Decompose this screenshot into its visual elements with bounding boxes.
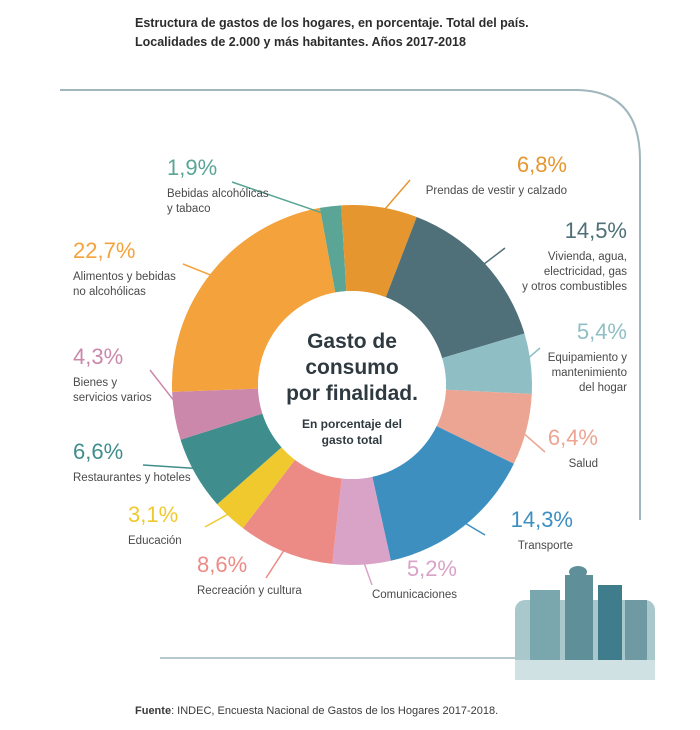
slice-category-label-6-1: Transporte: [518, 540, 573, 552]
slice-10: [180, 413, 282, 505]
leader-line-10: [142, 464, 205, 470]
slice-value-label-6: 14,3%: [511, 507, 573, 532]
slice-category-label-5-1: Salud: [569, 458, 598, 470]
slice-category-label-11-1: Bienes y: [73, 377, 117, 389]
leader-line-12: [182, 263, 220, 280]
leader-line-7: [360, 554, 373, 586]
slice-category-label-4-2: mantenimiento: [552, 367, 627, 379]
slice-category-label-8-1: Recreación y cultura: [197, 585, 302, 597]
slice-value-label-5: 6,4%: [548, 425, 598, 450]
slice-9: [217, 447, 296, 529]
slice-5: [436, 389, 532, 464]
slice-category-label-11-2: servicios varios: [73, 392, 152, 404]
slice-12: [172, 207, 336, 392]
center-line-3: por finalidad.: [286, 382, 418, 405]
slice-8: [242, 459, 342, 564]
donut-hole: [258, 291, 446, 479]
center-sub-2: gasto total: [322, 433, 383, 447]
title-line-1: Estructura de gastos de los hogares, en …: [135, 16, 529, 30]
slice-category-label-3-1: Vivienda, agua,: [548, 251, 627, 263]
slice-value-label-12: 22,7%: [73, 238, 135, 263]
slice-category-label-3-2: electricidad, gas: [544, 266, 627, 278]
slice-category-label-12-1: Alimentos y bebidas: [73, 271, 176, 283]
slice-11: [172, 388, 263, 440]
leader-line-11: [149, 369, 186, 415]
leader-line-2: [377, 179, 411, 218]
center-line-2: consumo: [305, 356, 398, 379]
leader-line-6: [456, 517, 486, 536]
leader-line-4: [520, 347, 541, 366]
slice-value-label-8: 8,6%: [197, 552, 247, 577]
leader-line-8: [265, 542, 290, 579]
leader-line-3: [476, 247, 506, 271]
leader-line-9: [204, 508, 237, 528]
slice-value-label-3: 14,5%: [565, 218, 627, 243]
source-note: Fuente: INDEC, Encuesta Nacional de Gast…: [135, 705, 498, 717]
slice-1: [319, 205, 347, 293]
donut-chart: 1,9% Bebidas alcohólicas y tabaco 6,8% Prend…: [30, 89, 655, 680]
city-ground: [515, 660, 655, 680]
source-label: Fuente: [135, 705, 172, 717]
slice-7: [332, 476, 391, 566]
source-text: : INDEC, Encuesta Nacional de Gastos de …: [171, 705, 499, 717]
title-line-2: Localidades de 2.000 y más habitantes. A…: [135, 35, 466, 49]
slice-category-label-2-1: Prendas de vestir y calzado: [426, 185, 567, 197]
labels-group: 1,9% Bebidas alcohólicas y tabaco 6,8% Prend…: [73, 152, 627, 601]
slices-group: [172, 205, 532, 566]
slice-value-label-9: 3,1%: [128, 502, 178, 527]
decorative-frame: [60, 89, 641, 520]
slice-category-label-7-1: Comunicaciones: [372, 589, 457, 601]
slice-category-label-9-1: Educación: [128, 535, 182, 547]
slice-category-label-10-1: Restaurantes y hoteles: [73, 472, 191, 484]
slice-category-label-1-2: y tabaco: [167, 203, 210, 215]
slice-category-label-4-3: del hogar: [579, 382, 627, 394]
slice-2: [341, 205, 417, 298]
chart-title: Estructura de gastos de los hogares, en …: [135, 14, 655, 52]
slice-value-label-4: 5,4%: [577, 319, 627, 344]
slice-4: [442, 333, 532, 394]
slice-6: [372, 426, 514, 561]
slice-value-label-1: 1,9%: [167, 155, 217, 180]
decorative-frame-bottom: [30, 560, 60, 655]
leaders-group: [142, 179, 546, 586]
slice-category-label-1-1: Bebidas alcohólicas: [167, 188, 269, 200]
center-line-1: Gasto de: [307, 330, 397, 353]
slice-category-label-12-2: no alcohólicas: [73, 286, 146, 298]
slice-value-label-11: 4,3%: [73, 344, 123, 369]
leader-line-1: [231, 181, 332, 217]
city-illustration: [515, 566, 655, 680]
leader-line-5: [516, 426, 546, 453]
slice-category-label-3-3: y otros combustibles: [522, 281, 627, 293]
slice-value-label-10: 6,6%: [73, 439, 123, 464]
city-water-tank: [569, 566, 587, 578]
slice-category-label-4-1: Equipamiento y: [548, 352, 628, 364]
slice-3: [385, 217, 525, 359]
slice-value-label-2: 6,8%: [517, 152, 567, 177]
center-sub-1: En porcentaje del: [302, 417, 402, 431]
slice-value-label-7: 5,2%: [407, 556, 457, 581]
